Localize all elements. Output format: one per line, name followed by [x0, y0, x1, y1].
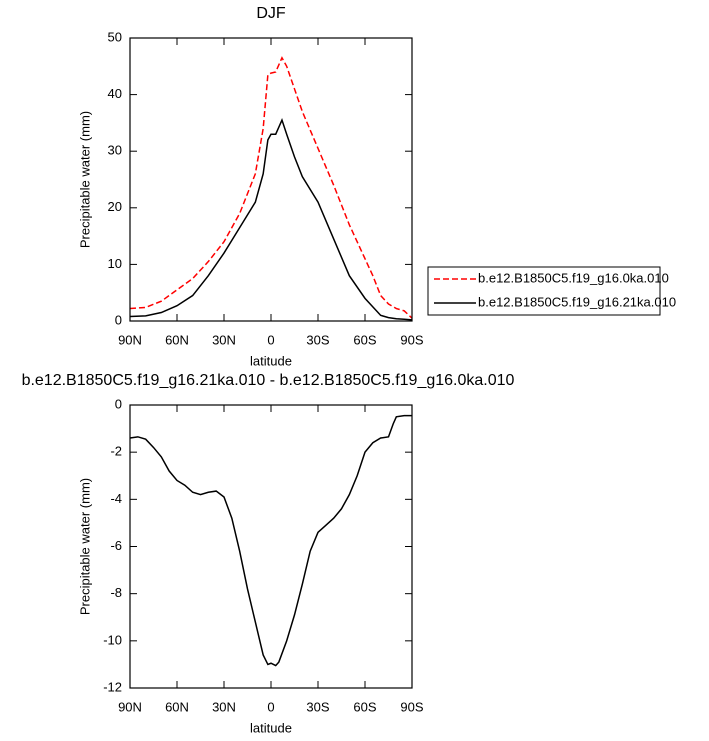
x-tick-label: 60S	[353, 699, 376, 714]
y-tick-label: -12	[103, 679, 122, 694]
legend-label: b.e12.B1850C5.f19_g16.0ka.010	[478, 270, 669, 285]
x-axis-label: latitude	[250, 720, 292, 735]
x-tick-label: 30N	[212, 332, 236, 347]
x-tick-label: 30N	[212, 699, 236, 714]
x-tick-label: 0	[267, 699, 274, 714]
chart-title: b.e12.B1850C5.f19_g16.21ka.010 - b.e12.B…	[22, 372, 515, 389]
y-tick-label: 10	[108, 256, 122, 271]
y-axis-label: Precipitable water (mm)	[77, 478, 92, 615]
plot-frame	[129, 37, 413, 322]
x-tick-label: 90N	[118, 332, 142, 347]
x-axis-label: latitude	[250, 353, 292, 368]
x-tick-label: 90S	[400, 699, 423, 714]
x-tick-label: 90S	[400, 332, 423, 347]
y-tick-label: -2	[110, 444, 122, 459]
series-line	[129, 414, 412, 667]
y-tick-label: 30	[108, 143, 122, 158]
y-tick-label: 40	[108, 86, 122, 101]
y-tick-label: -10	[103, 632, 122, 647]
y-tick-label: -8	[110, 585, 122, 600]
x-tick-label: 60N	[165, 332, 189, 347]
series-line	[129, 56, 413, 319]
x-tick-label: 60N	[165, 699, 189, 714]
y-axis-label: Precipitable water (mm)	[77, 111, 92, 248]
x-tick-label: 30S	[306, 332, 329, 347]
series-line	[129, 117, 413, 321]
y-tick-label: 50	[108, 29, 122, 44]
y-tick-label: 0	[115, 312, 122, 327]
y-tick-label: -4	[110, 491, 122, 506]
x-tick-label: 30S	[306, 699, 329, 714]
x-tick-label: 90N	[118, 699, 142, 714]
x-tick-label: 60S	[353, 332, 376, 347]
y-tick-label: -6	[110, 538, 122, 553]
y-tick-label: 20	[108, 199, 122, 214]
plot-frame	[129, 404, 413, 689]
y-tick-label: 0	[115, 396, 122, 411]
legend-label: b.e12.B1850C5.f19_g16.21ka.010	[478, 294, 676, 309]
legend-box	[427, 266, 661, 316]
x-tick-label: 0	[267, 332, 274, 347]
chart-title: DJF	[256, 5, 286, 22]
